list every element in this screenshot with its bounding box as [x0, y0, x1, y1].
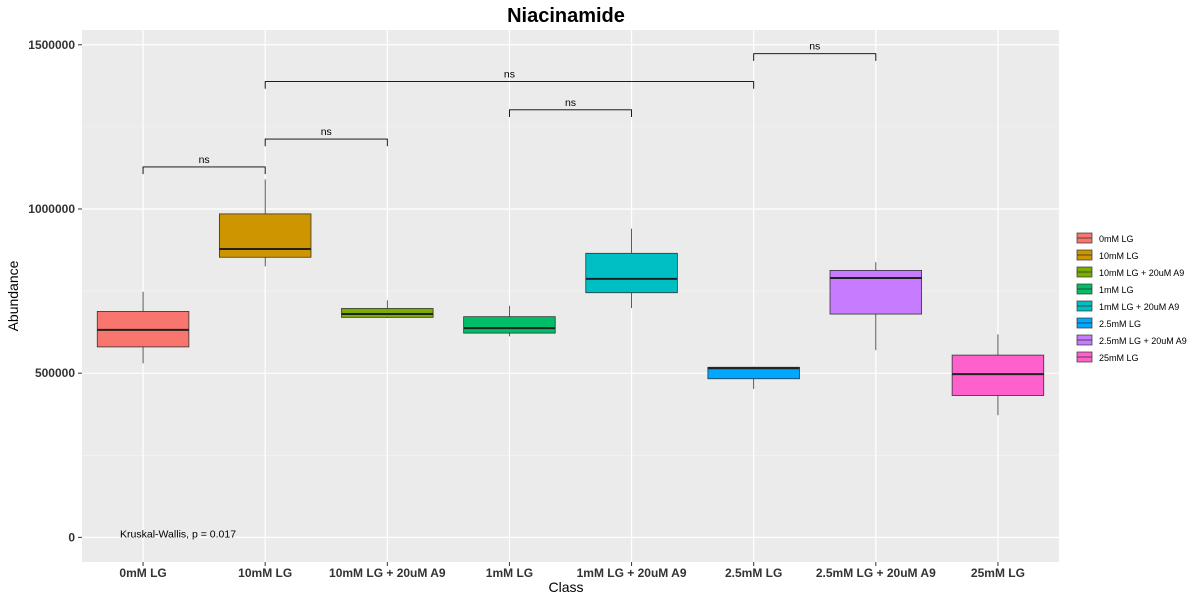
- legend-label: 2.5mM LG: [1099, 319, 1141, 329]
- y-tick-label: 1000000: [28, 202, 75, 216]
- box: [585, 252, 678, 294]
- y-tick-label: 1500000: [28, 38, 75, 52]
- x-tick-label: 1mM LG + 20uM A9: [577, 566, 687, 580]
- comparison-bracket: [142, 166, 266, 175]
- legend-label: 25mM LG: [1099, 353, 1139, 363]
- box: [463, 316, 556, 334]
- significance-label: ns: [504, 69, 515, 81]
- kruskal-wallis-annotation: Kruskal-Wallis, p = 0.017: [120, 528, 236, 540]
- significance-brackets: ns ns ns ns ns: [142, 41, 877, 175]
- x-tick-label: 1mM LG: [486, 566, 533, 580]
- legend-label: 10mM LG: [1099, 251, 1139, 261]
- comparison-bracket: [264, 138, 388, 147]
- box: [341, 308, 434, 318]
- legend-label: 0mM LG: [1099, 234, 1134, 244]
- y-tick-label: 500000: [35, 366, 75, 380]
- boxes-layer: [96, 213, 1045, 396]
- x-tick-label: 25mM LG: [971, 566, 1025, 580]
- significance-label: ns: [809, 41, 820, 53]
- significance-label: ns: [565, 97, 576, 109]
- y-axis: 0 500000 1000000 1500000: [28, 38, 82, 544]
- significance-label: ns: [199, 154, 210, 166]
- comparison-bracket: [753, 53, 877, 61]
- x-tick-label: 10mM LG + 20uM A9: [329, 566, 446, 580]
- x-tick-label: 0mM LG: [119, 566, 166, 580]
- whiskers-layer: [142, 179, 999, 416]
- comparison-bracket: [508, 109, 633, 118]
- x-tick-label: 10mM LG: [238, 566, 292, 580]
- legend-label: 2.5mM LG + 20uM A9: [1099, 336, 1187, 346]
- x-tick-label: 2.5mM LG: [725, 566, 782, 580]
- legend-label: 1mM LG + 20uM A9: [1099, 302, 1179, 312]
- x-axis: 0mM LG 10mM LG 10mM LG + 20uM A9 1mM LG 1mM …: [119, 562, 1025, 580]
- box: [951, 354, 1045, 396]
- y-axis-title: Abundance: [5, 260, 21, 331]
- x-axis-title: Class: [548, 579, 583, 595]
- significance-label: ns: [321, 126, 332, 138]
- box: [829, 269, 923, 315]
- x-tick-label: 2.5mM LG + 20uM A9: [816, 566, 936, 580]
- comparison-bracket: [264, 81, 755, 89]
- legend-label: 1mM LG: [1099, 285, 1134, 295]
- y-tick-label: 0: [68, 530, 75, 544]
- legend: 0mM LG 10mM LG 10mM LG + 20uM A9 1mM LG 1mM …: [1076, 232, 1187, 363]
- box: [218, 213, 312, 258]
- chart-title: Niacinamide: [507, 5, 625, 27]
- legend-label: 10mM LG + 20uM A9: [1099, 268, 1184, 278]
